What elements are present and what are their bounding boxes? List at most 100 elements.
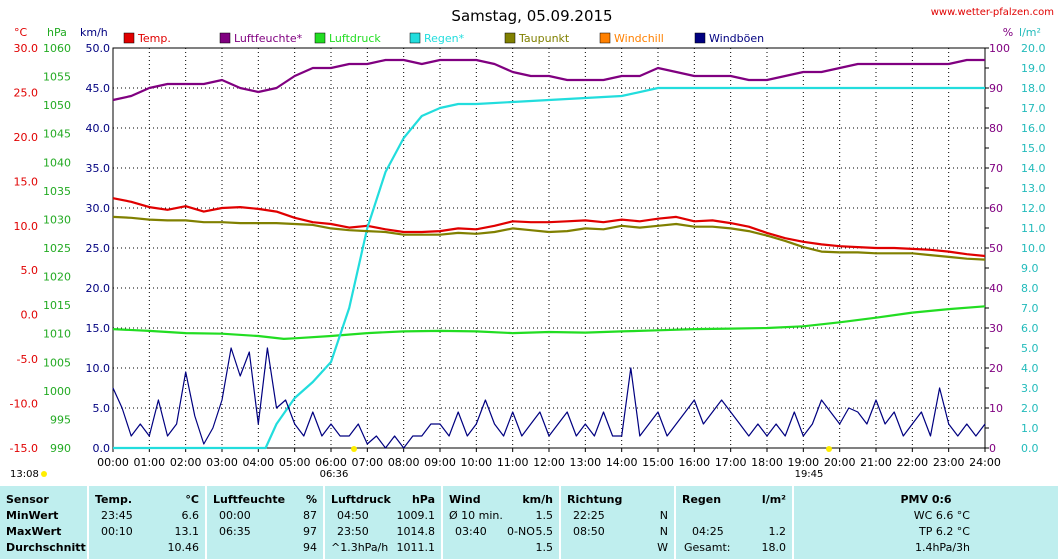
wind-title: Wind bbox=[449, 493, 481, 506]
y-tick-label-pressure: 1000 bbox=[43, 385, 71, 398]
y-tick-label-pressure: 1050 bbox=[43, 99, 71, 112]
row-label-max: MaxWert bbox=[6, 525, 62, 538]
legend-label: Windchill bbox=[614, 32, 664, 45]
legend-label: Luftfeuchte* bbox=[234, 32, 303, 45]
y-tick-label-humidity: 70 bbox=[989, 162, 1003, 175]
pressure-title: Luftdruck bbox=[331, 493, 391, 506]
direction-time-2: 08:50 bbox=[573, 525, 605, 538]
humidity-min-value: 87 bbox=[303, 509, 317, 522]
y-tick-label-wind: 5.0 bbox=[93, 402, 111, 415]
humidity-avg-value: 94 bbox=[303, 541, 317, 554]
y-tick-label-pressure: 1060 bbox=[43, 42, 71, 55]
y-tick-label-rain: 6.0 bbox=[1021, 322, 1039, 335]
y-tick-label-rain: 3.0 bbox=[1021, 382, 1039, 395]
sunset-time: 19:45 bbox=[795, 469, 824, 480]
legend-swatch bbox=[599, 32, 611, 44]
y-tick-label-temp: 10.0 bbox=[14, 220, 39, 233]
wind-max-value: 5.5 bbox=[535, 525, 554, 538]
y-tick-label-rain: 9.0 bbox=[1021, 262, 1039, 275]
y-tick-label-rain: 10.0 bbox=[1021, 242, 1046, 255]
pmv-title: PMV 0:6 bbox=[900, 493, 952, 506]
y-tick-label-temp: 15.0 bbox=[14, 175, 39, 188]
y-tick-label-humidity: 40 bbox=[989, 282, 1003, 295]
y-tick-label-pressure: 990 bbox=[50, 442, 71, 455]
x-tick-label: 21:00 bbox=[860, 456, 892, 469]
y-tick-label-temp: -5.0 bbox=[17, 353, 38, 366]
y-tick-label-humidity: 60 bbox=[989, 202, 1003, 215]
y-tick-label-wind: 10.0 bbox=[86, 362, 111, 375]
legend-swatch bbox=[504, 32, 516, 44]
y-tick-label-wind: 35.0 bbox=[86, 162, 111, 175]
y-tick-label-pressure: 995 bbox=[50, 413, 71, 426]
stats-table: Sensor MinWert MaxWert Durchschnitt Temp… bbox=[0, 486, 1058, 559]
direction-time-1: 22:25 bbox=[573, 509, 605, 522]
y-tick-label-rain: 5.0 bbox=[1021, 342, 1039, 355]
wind-avg-label: Ø 10 min. bbox=[449, 509, 503, 522]
y-tick-label-rain: 2.0 bbox=[1021, 402, 1039, 415]
y-tick-label-temp: 30.0 bbox=[14, 42, 39, 55]
x-tick-label: 05:00 bbox=[279, 456, 311, 469]
y-tick-label-pressure: 1025 bbox=[43, 242, 71, 255]
legend: Temp. Luftfeuchte* Luftdruck Regen* Taupunkt… bbox=[123, 32, 764, 45]
x-tick-label: 08:00 bbox=[388, 456, 420, 469]
stats-wind: Wind km/h Ø 10 min. 1.5 03:40 0-NO 5.5 1… bbox=[443, 486, 559, 559]
rain-max-time: 04:25 bbox=[692, 525, 724, 538]
y-tick-label-wind: 50.0 bbox=[86, 42, 111, 55]
stats-rain: Regen l/m² 04:25 1.2 Gesamt: 18.0 bbox=[676, 486, 792, 559]
y-tick-label-pressure: 1055 bbox=[43, 71, 71, 84]
x-tick-label: 20:00 bbox=[824, 456, 856, 469]
x-tick-label: 18:00 bbox=[751, 456, 783, 469]
sunset-sun-icon bbox=[826, 446, 832, 452]
legend-label: Taupunkt bbox=[518, 32, 570, 45]
y-tick-label-rain: 11.0 bbox=[1021, 222, 1046, 235]
y-tick-label-rain: 15.0 bbox=[1021, 142, 1046, 155]
temp-max-time: 00:10 bbox=[101, 525, 133, 538]
y-tick-label-humidity: 80 bbox=[989, 122, 1003, 135]
y-tick-label-pressure: 1040 bbox=[43, 156, 71, 169]
x-tick-label: 11:00 bbox=[497, 456, 529, 469]
x-tick-label: 16:00 bbox=[678, 456, 710, 469]
x-tick-label: 03:00 bbox=[206, 456, 238, 469]
day-start-time: 13:08 bbox=[10, 469, 39, 480]
source-link[interactable]: www.wetter-pfalzen.com bbox=[931, 7, 1054, 18]
y-tick-label-pressure: 1045 bbox=[43, 128, 71, 141]
y-tick-label-temp: 25.0 bbox=[14, 86, 39, 99]
humidity-min-time: 00:00 bbox=[219, 509, 251, 522]
pmv-windchill: WC 6.6 °C bbox=[913, 509, 970, 522]
y-tick-label-rain: 0.0 bbox=[1021, 442, 1039, 455]
y-tick-label-temp: 20.0 bbox=[14, 131, 39, 144]
x-tick-label: 14:00 bbox=[606, 456, 638, 469]
rain-max-value: 1.2 bbox=[768, 525, 787, 538]
wind-day-avg-value: 1.5 bbox=[535, 541, 554, 554]
stats-direction: Richtung 22:25 N 08:50 N W bbox=[561, 486, 674, 559]
direction-title: Richtung bbox=[567, 493, 623, 506]
legend-label: Temp. bbox=[137, 32, 171, 45]
data-series bbox=[112, 58, 986, 450]
sunrise-marker: 06:36 bbox=[320, 446, 357, 480]
pressure-avg-value: 1011.1 bbox=[396, 541, 436, 554]
y-tick-label-humidity: 10 bbox=[989, 402, 1003, 415]
y-tick-label-pressure: 1035 bbox=[43, 185, 71, 198]
direction-value-1: N bbox=[659, 509, 668, 522]
row-label-min: MinWert bbox=[6, 509, 59, 522]
y-tick-label-humidity: 30 bbox=[989, 322, 1003, 335]
wind-unit-label: km/h bbox=[80, 26, 108, 39]
y-tick-label-wind: 25.0 bbox=[86, 242, 111, 255]
pressure-unit: hPa bbox=[411, 493, 435, 506]
y-tick-label-wind: 30.0 bbox=[86, 202, 111, 215]
y-tick-label-rain: 4.0 bbox=[1021, 362, 1039, 375]
y-tick-label-wind: 20.0 bbox=[86, 282, 111, 295]
chart-title: Samstag, 05.09.2015 bbox=[451, 7, 612, 25]
sunrise-time: 06:36 bbox=[320, 469, 349, 480]
y-tick-label-pressure: 1015 bbox=[43, 299, 71, 312]
pressure-max-time: 23:50 bbox=[337, 525, 369, 538]
legend-label: Windböen bbox=[709, 32, 764, 45]
direction-value-2: N bbox=[659, 525, 668, 538]
y-tick-label-pressure: 1020 bbox=[43, 271, 71, 284]
series-line-luftdruck bbox=[112, 305, 986, 340]
y-tick-label-pressure: 1010 bbox=[43, 328, 71, 341]
x-tick-label: 09:00 bbox=[424, 456, 456, 469]
temp-unit-label: °C bbox=[14, 26, 28, 39]
x-tick-label: 12:00 bbox=[533, 456, 565, 469]
y-tick-label-rain: 16.0 bbox=[1021, 122, 1046, 135]
